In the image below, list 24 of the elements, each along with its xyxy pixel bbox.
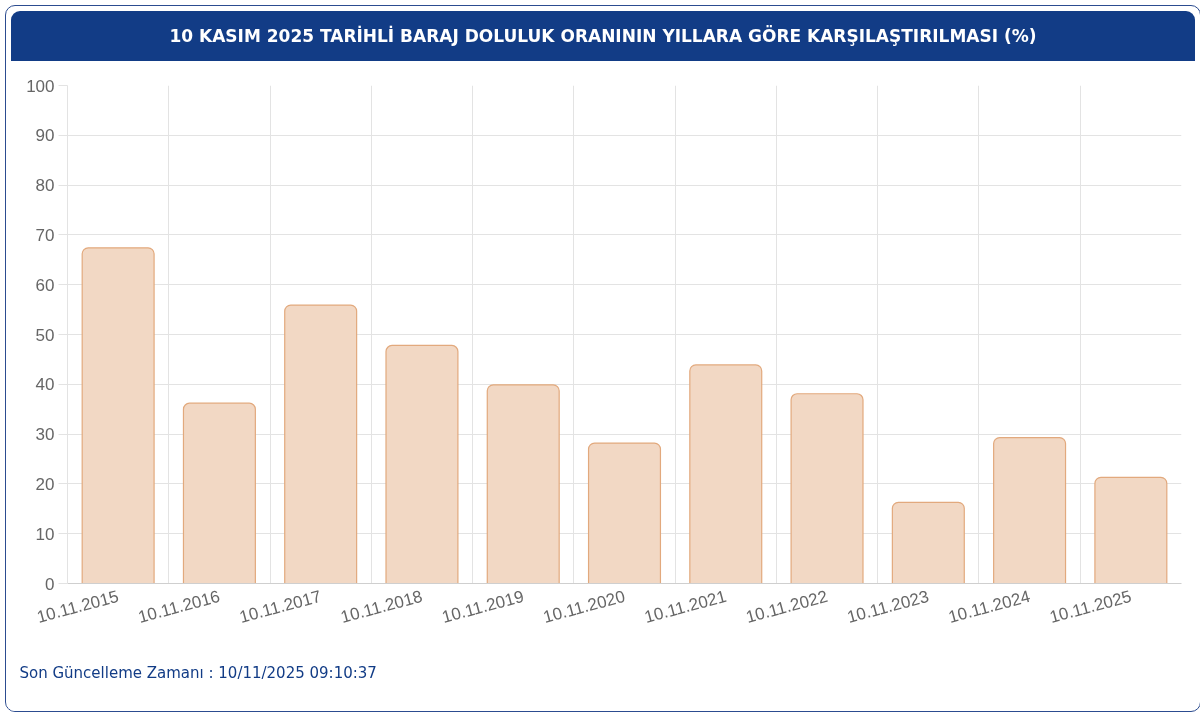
y-tick-label: 100 bbox=[26, 76, 55, 96]
text: Son Güncelleme Zamanı : 10/11/2025 09:10:37 bbox=[19, 663, 377, 682]
y-tick-label: 40 bbox=[35, 375, 55, 395]
y-tick-label: 10 bbox=[35, 524, 55, 544]
y-tick-label: 60 bbox=[35, 275, 55, 295]
bar bbox=[81, 247, 155, 584]
bar bbox=[284, 304, 358, 584]
chart-title: 10 KASIM 2025 TARİHLİ BARAJ DOLULUK ORANININ YILLARA GÖRE KARŞILAŞTIRILMASI (%) bbox=[169, 24, 1037, 48]
bar bbox=[689, 364, 763, 584]
y-tick-label: 90 bbox=[35, 126, 55, 146]
bar bbox=[486, 384, 560, 584]
y-tick-label: 20 bbox=[35, 474, 55, 494]
bar bbox=[182, 402, 256, 584]
bar bbox=[385, 344, 459, 584]
y-tick-label: 80 bbox=[35, 176, 55, 196]
bar bbox=[1094, 476, 1168, 584]
y-tick-label: 0 bbox=[45, 574, 55, 594]
bar bbox=[790, 393, 864, 584]
bar bbox=[891, 501, 965, 584]
y-tick-label: 50 bbox=[35, 325, 55, 345]
bar bbox=[993, 436, 1067, 584]
y-tick-label: 70 bbox=[35, 225, 55, 245]
bar bbox=[587, 442, 662, 584]
y-tick-label: 30 bbox=[35, 425, 55, 445]
